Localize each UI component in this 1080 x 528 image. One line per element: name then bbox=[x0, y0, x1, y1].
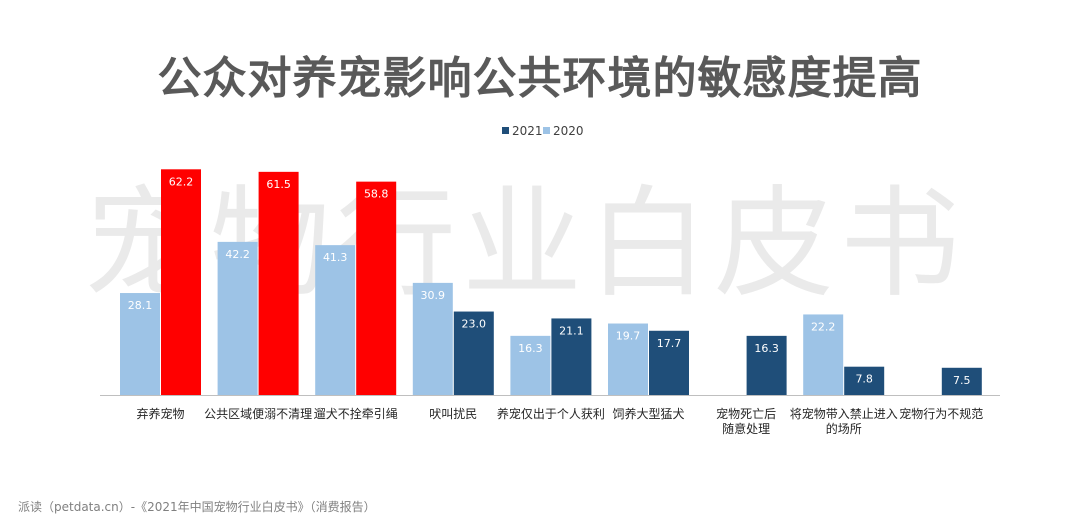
legend-label-2020: 2020 bbox=[553, 124, 584, 138]
data-label-2020: 28.1 bbox=[128, 299, 153, 312]
bar-2021 bbox=[649, 330, 689, 395]
bar-2021 bbox=[746, 335, 787, 395]
data-label-2021: 62.2 bbox=[169, 175, 194, 188]
bar-2020 bbox=[315, 245, 356, 395]
data-label-2021: 58.8 bbox=[364, 188, 389, 201]
category-label: 养宠仅出于个人获利 bbox=[497, 406, 605, 421]
bar-2020 bbox=[510, 335, 551, 395]
data-label-2020: 22.2 bbox=[811, 320, 836, 333]
source-note: 派读（petdata.cn）-《2021年中国宠物行业白皮书》（消费报告） bbox=[18, 500, 376, 514]
data-label-2021: 23.0 bbox=[462, 318, 487, 331]
bar-2021 bbox=[258, 171, 299, 395]
category-label: 吠叫扰民 bbox=[429, 407, 477, 421]
legend-swatch-2020 bbox=[543, 127, 550, 134]
bar-2020 bbox=[120, 293, 160, 395]
category-label: 公共区域便溺不清理 bbox=[204, 407, 312, 421]
bar-2021 bbox=[941, 367, 982, 395]
category-label: 弃养宠物 bbox=[136, 406, 184, 421]
bar-2020 bbox=[412, 282, 453, 395]
category-label: 将宠物带入禁止进入 bbox=[790, 406, 898, 421]
data-label-2020: 19.7 bbox=[616, 330, 641, 343]
page-title: 公众对养宠影响公共环境的敏感度提高 bbox=[157, 53, 923, 104]
legend-swatch-2021 bbox=[502, 127, 509, 134]
category-label: 随意处理 bbox=[722, 421, 770, 436]
bar-2021 bbox=[161, 169, 201, 395]
data-label-2020: 42.2 bbox=[225, 248, 250, 261]
legend-label-2021: 2021 bbox=[512, 124, 543, 138]
data-label-2020: 41.3 bbox=[323, 251, 348, 264]
bar-2021 bbox=[356, 181, 397, 395]
category-label: 的场所 bbox=[826, 421, 862, 436]
bar-2020 bbox=[217, 241, 258, 395]
data-label-2020: 16.3 bbox=[518, 342, 543, 355]
data-label-2021: 7.8 bbox=[855, 373, 873, 386]
bar-2020 bbox=[803, 314, 844, 395]
category-label: 遛犬不拴牵引绳 bbox=[314, 406, 398, 421]
data-label-2021: 17.7 bbox=[657, 337, 682, 350]
data-label-2021: 21.1 bbox=[559, 324, 584, 337]
category-label: 宠物死亡后 bbox=[716, 406, 776, 421]
data-label-2021: 7.5 bbox=[953, 374, 971, 387]
category-label: 宠物行为不规范 bbox=[899, 406, 983, 421]
category-label: 饲养大型猛犬 bbox=[612, 406, 684, 421]
data-label-2020: 30.9 bbox=[421, 289, 446, 302]
bar-2021 bbox=[844, 366, 885, 395]
data-label-2021: 61.5 bbox=[266, 178, 291, 191]
watermark-text: 宠物行业白皮书 bbox=[84, 175, 966, 314]
data-label-2021: 16.3 bbox=[754, 342, 779, 355]
bar-2021 bbox=[551, 318, 592, 395]
bar-2021 bbox=[453, 311, 494, 395]
bar-2020 bbox=[608, 323, 648, 395]
